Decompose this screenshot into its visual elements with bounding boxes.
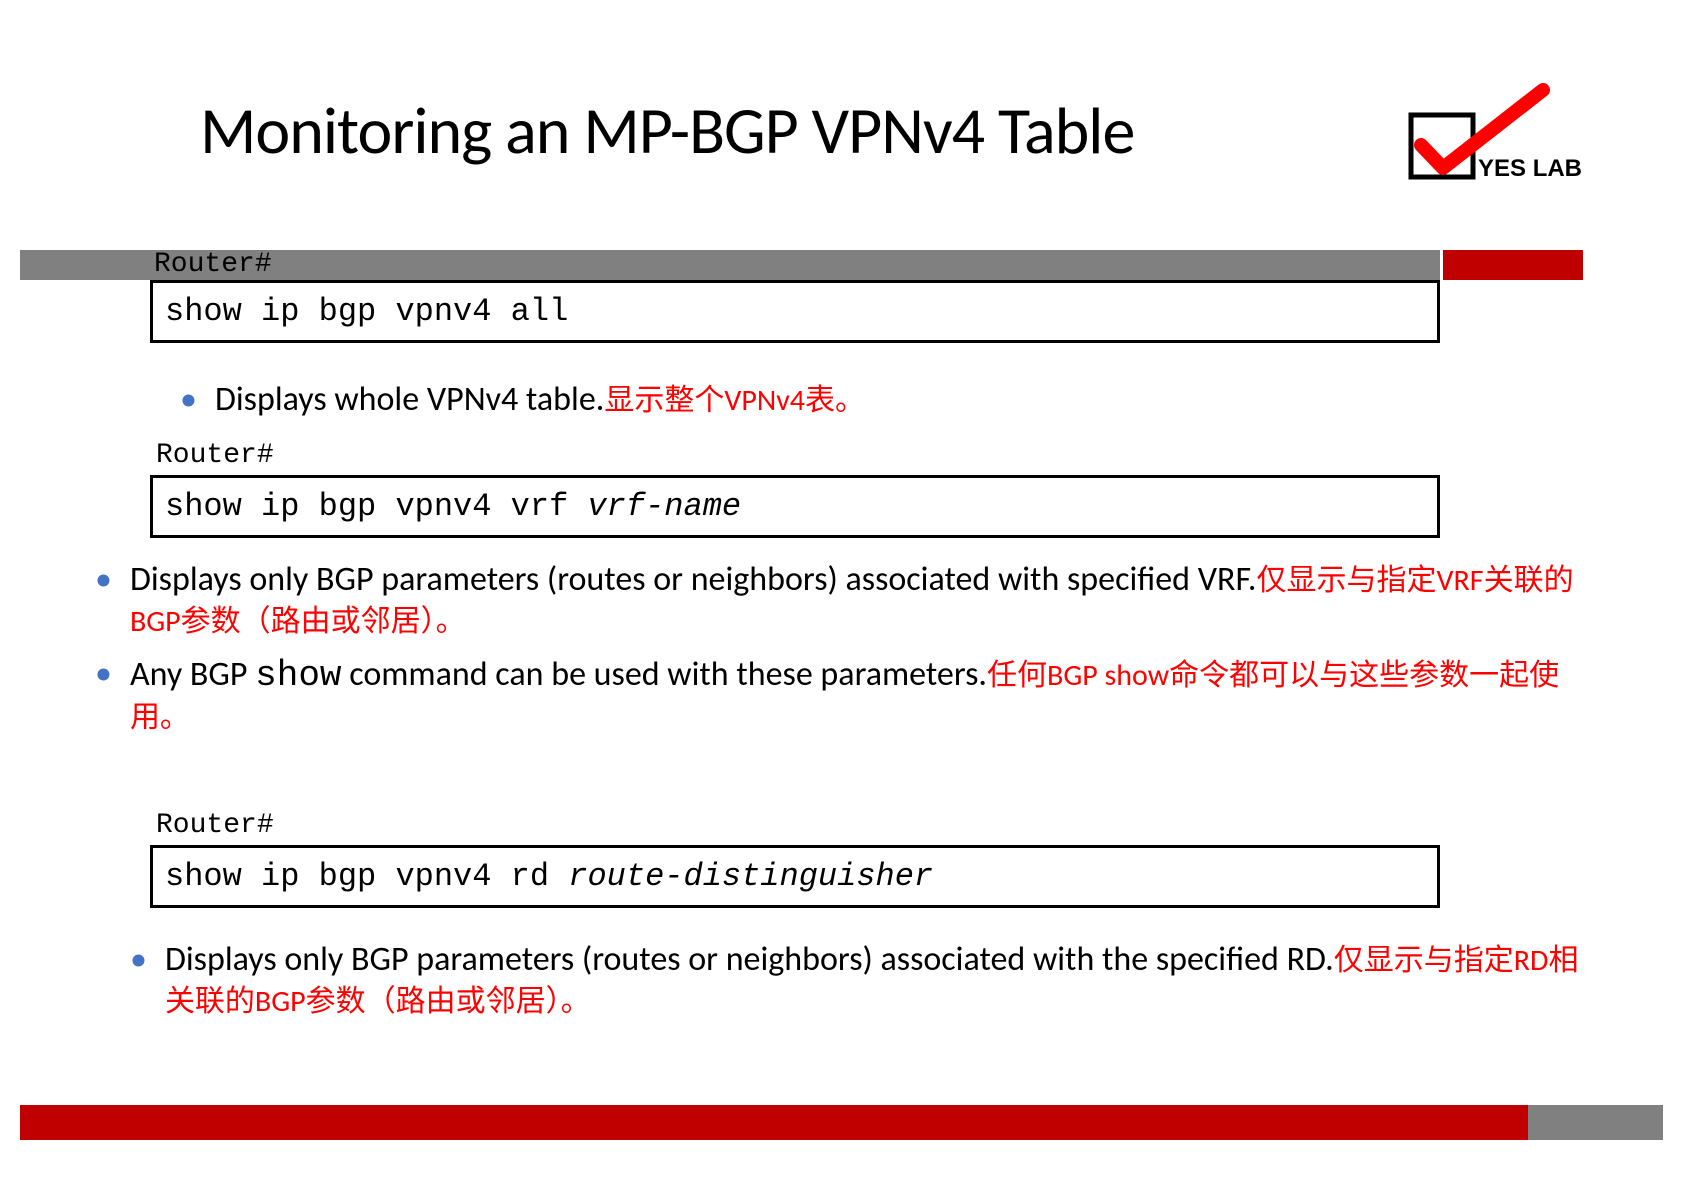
bullet-section1: • Displays whole VPNv4 table.显示整个VPNv4表。 xyxy=(180,380,1583,421)
command-1-text: show ip bgp vpnv4 all xyxy=(165,293,568,330)
bullet-dot-icon: • xyxy=(95,560,112,601)
footer-red-bar xyxy=(20,1105,1528,1140)
router-prompt-3: Router# xyxy=(156,810,274,841)
bullet-1-text: Displays whole VPNv4 table.显示整个VPNv4表。 xyxy=(215,380,1583,421)
router-prompt-1: Router# xyxy=(150,250,1440,280)
decor-red-bar xyxy=(1443,250,1583,280)
bullet-2b-text: Any BGP show command can be used with th… xyxy=(130,654,1583,738)
slide: Monitoring an MP-BGP VPNv4 Table YES LAB… xyxy=(0,0,1683,1190)
decor-gray-bar xyxy=(20,250,150,280)
yes-lab-logo: YES LAB xyxy=(1403,80,1583,190)
command-box-1: show ip bgp vpnv4 all xyxy=(150,280,1440,343)
command-box-3: show ip bgp vpnv4 rd route-distinguisher xyxy=(150,845,1440,908)
footer-gray-bar xyxy=(1528,1105,1663,1140)
router-prompt-2: Router# xyxy=(156,440,274,471)
command-2-arg: vrf-name xyxy=(587,488,741,525)
slide-title: Monitoring an MP-BGP VPNv4 Table xyxy=(200,90,1134,171)
command-3-arg: route-distinguisher xyxy=(568,858,933,895)
bullet-dot-icon: • xyxy=(95,654,112,695)
bullet-section3: • Displays only BGP parameters (routes o… xyxy=(130,940,1583,1022)
command-box-2: show ip bgp vpnv4 vrf vrf-name xyxy=(150,475,1440,538)
bullet-section2: • Displays only BGP parameters (routes o… xyxy=(95,560,1583,738)
logo-text: YES LAB xyxy=(1478,155,1582,182)
command-3-prefix: show ip bgp vpnv4 rd xyxy=(165,858,568,895)
bullet-dot-icon: • xyxy=(180,380,197,421)
bullet-2a-text: Displays only BGP parameters (routes or … xyxy=(130,560,1583,642)
bullet-3-text: Displays only BGP parameters (routes or … xyxy=(165,940,1583,1022)
command-2-prefix: show ip bgp vpnv4 vrf xyxy=(165,488,587,525)
bullet-dot-icon: • xyxy=(130,940,147,981)
